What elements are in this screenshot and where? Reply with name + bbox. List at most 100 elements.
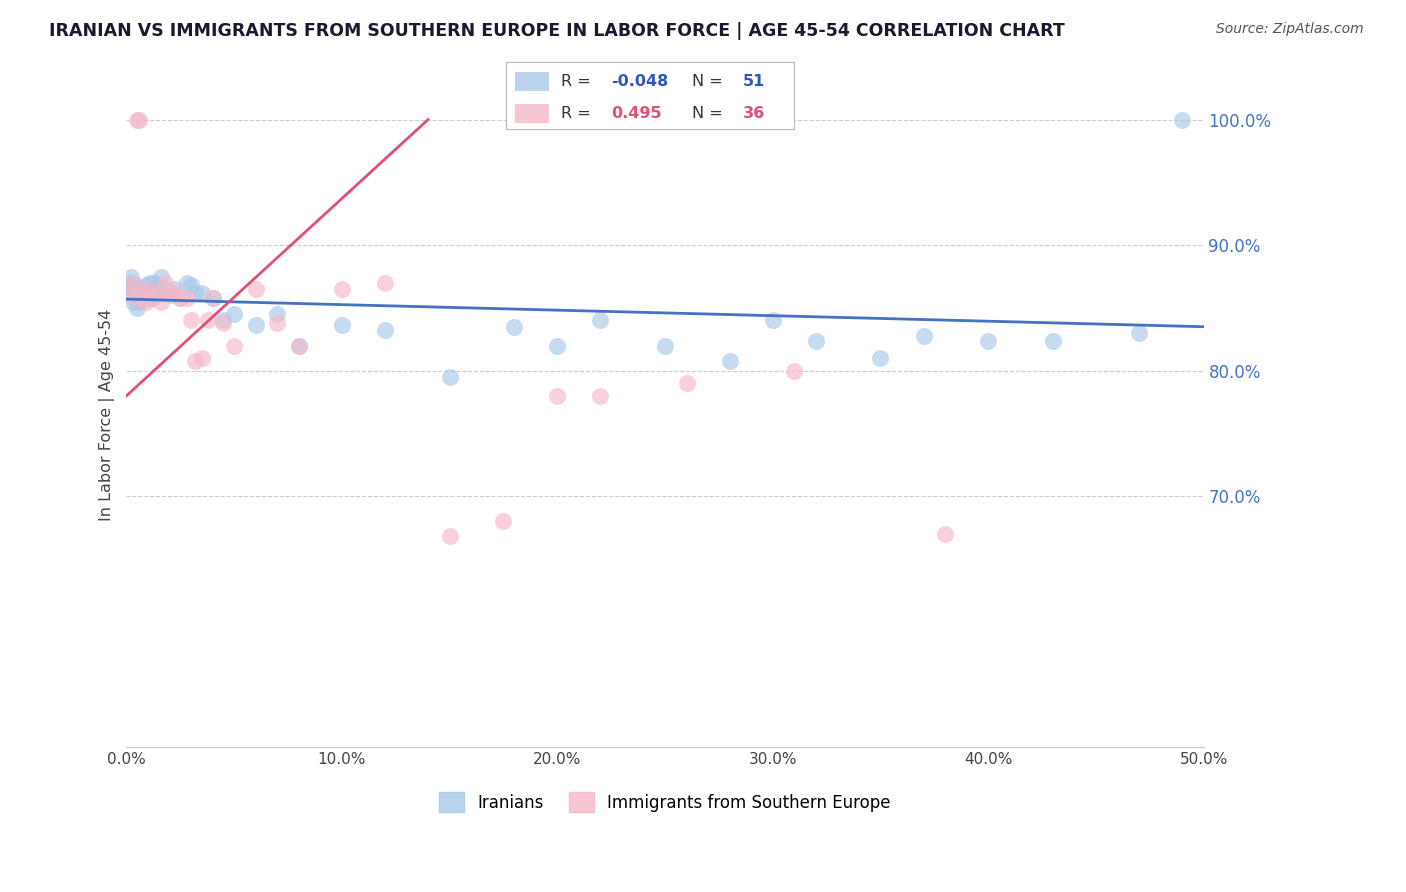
Point bbox=[288, 338, 311, 352]
Point bbox=[145, 282, 167, 296]
Text: R =: R = bbox=[561, 74, 596, 88]
Point bbox=[136, 282, 159, 296]
Point bbox=[224, 338, 246, 352]
Point bbox=[224, 307, 246, 321]
Point bbox=[139, 276, 162, 290]
Point bbox=[266, 316, 288, 330]
Point bbox=[135, 294, 157, 309]
Point bbox=[718, 353, 741, 368]
Point bbox=[136, 291, 159, 305]
Point bbox=[675, 376, 697, 391]
Point bbox=[131, 285, 153, 300]
Point bbox=[155, 276, 177, 290]
Bar bbox=[515, 72, 550, 91]
Point bbox=[503, 319, 526, 334]
Point bbox=[1128, 326, 1150, 340]
Point bbox=[245, 282, 267, 296]
Point bbox=[201, 291, 224, 305]
Bar bbox=[515, 104, 550, 123]
Point bbox=[128, 288, 150, 302]
Point bbox=[122, 282, 145, 296]
Point bbox=[374, 276, 396, 290]
Text: N =: N = bbox=[692, 106, 728, 120]
Point bbox=[149, 269, 172, 284]
Point bbox=[159, 285, 181, 300]
Point bbox=[117, 276, 139, 290]
Point bbox=[330, 318, 353, 333]
Point bbox=[124, 278, 146, 293]
Point bbox=[191, 285, 214, 300]
Point bbox=[127, 285, 149, 300]
Point bbox=[122, 276, 145, 290]
Point bbox=[132, 291, 155, 305]
Point bbox=[120, 285, 142, 300]
Point bbox=[266, 307, 288, 321]
Point bbox=[131, 285, 153, 300]
Point bbox=[977, 334, 1000, 348]
Text: R =: R = bbox=[561, 106, 600, 120]
Point bbox=[159, 288, 181, 302]
Text: IRANIAN VS IMMIGRANTS FROM SOUTHERN EUROPE IN LABOR FORCE | AGE 45-54 CORRELATIO: IRANIAN VS IMMIGRANTS FROM SOUTHERN EURO… bbox=[49, 22, 1064, 40]
Point bbox=[546, 338, 568, 352]
Point bbox=[163, 282, 186, 296]
Point bbox=[127, 112, 149, 127]
Point bbox=[120, 285, 142, 300]
Point bbox=[176, 291, 198, 305]
Point bbox=[288, 338, 311, 352]
Point bbox=[184, 285, 207, 300]
Text: 51: 51 bbox=[742, 74, 765, 88]
Point bbox=[124, 291, 146, 305]
Point bbox=[869, 351, 891, 365]
Point bbox=[148, 285, 170, 300]
Point bbox=[155, 282, 177, 296]
Point bbox=[783, 364, 806, 378]
Point bbox=[120, 269, 142, 284]
Point bbox=[212, 313, 235, 327]
Point bbox=[122, 294, 145, 309]
Point bbox=[439, 529, 461, 543]
Point bbox=[374, 324, 396, 338]
Point bbox=[141, 291, 163, 305]
Point bbox=[589, 313, 612, 327]
Point bbox=[589, 389, 612, 403]
Point bbox=[439, 370, 461, 384]
Point bbox=[128, 294, 150, 309]
Text: N =: N = bbox=[692, 74, 728, 88]
Point bbox=[180, 278, 202, 293]
Point bbox=[127, 301, 149, 315]
Point bbox=[762, 313, 785, 327]
Point bbox=[145, 285, 167, 300]
Point bbox=[180, 313, 202, 327]
Point bbox=[245, 318, 267, 333]
Point bbox=[546, 389, 568, 403]
Text: Source: ZipAtlas.com: Source: ZipAtlas.com bbox=[1216, 22, 1364, 37]
Y-axis label: In Labor Force | Age 45-54: In Labor Force | Age 45-54 bbox=[100, 309, 115, 521]
Point bbox=[197, 313, 219, 327]
Point bbox=[169, 291, 191, 305]
Point bbox=[132, 291, 155, 305]
Text: 36: 36 bbox=[742, 106, 765, 120]
Point bbox=[149, 294, 172, 309]
Point bbox=[330, 282, 353, 296]
Text: 0.495: 0.495 bbox=[612, 106, 662, 120]
Point bbox=[654, 338, 676, 352]
Point bbox=[191, 351, 214, 365]
Point bbox=[163, 285, 186, 300]
Point bbox=[141, 291, 163, 305]
Point bbox=[124, 291, 146, 305]
Point bbox=[128, 112, 150, 127]
Point bbox=[143, 276, 166, 290]
Point bbox=[176, 276, 198, 290]
Point bbox=[1042, 334, 1064, 348]
Point bbox=[212, 316, 235, 330]
Point bbox=[804, 334, 827, 348]
Point bbox=[201, 291, 224, 305]
Point bbox=[912, 328, 935, 343]
Legend: Iranians, Immigrants from Southern Europe: Iranians, Immigrants from Southern Europ… bbox=[439, 792, 891, 813]
Point bbox=[135, 278, 157, 293]
Text: -0.048: -0.048 bbox=[612, 74, 669, 88]
Point bbox=[169, 291, 191, 305]
Point bbox=[492, 514, 515, 528]
Point bbox=[184, 353, 207, 368]
Point bbox=[934, 527, 956, 541]
